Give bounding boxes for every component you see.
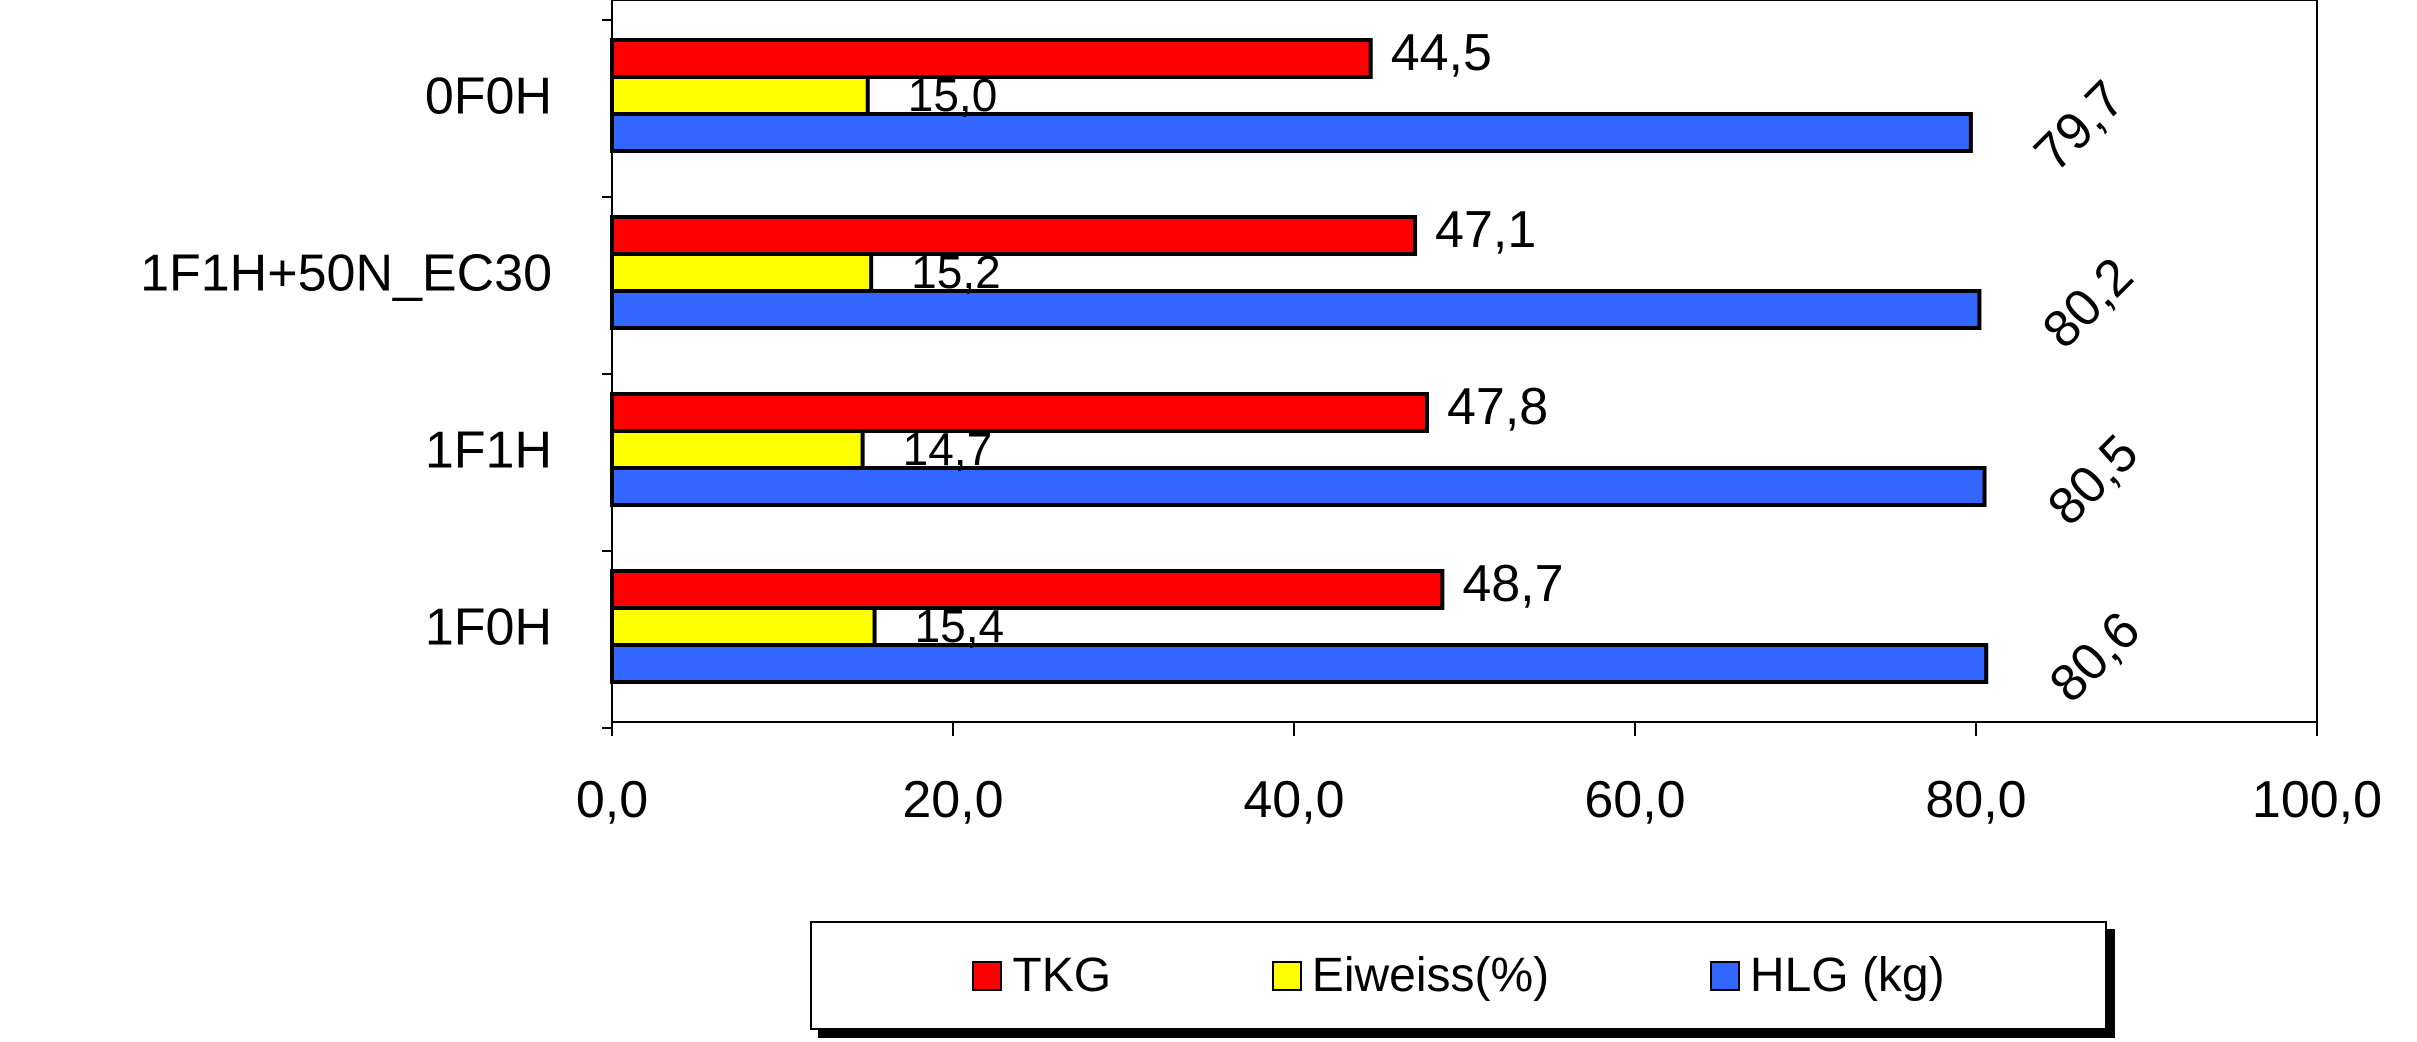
legend-label-hlg: HLG (kg): [1749, 949, 1945, 1002]
category-label: 1F1H: [425, 422, 552, 480]
data-label-eiweiss: 15,0: [908, 69, 998, 121]
category-label: 0F0H: [425, 68, 552, 126]
legend-swatch-hlg: [1709, 960, 1740, 991]
legend-item-hlg: HLG (kg): [1709, 948, 1945, 1003]
bar-tkg: [610, 38, 1373, 79]
bar-eiweiss: [610, 606, 877, 647]
legend-item-eiweiss: Eiweiss(%): [1271, 948, 1550, 1003]
legend-label-eiweiss: Eiweiss(%): [1311, 949, 1550, 1002]
bar-tkg: [610, 215, 1418, 256]
data-label-tkg: 44,5: [1391, 24, 1492, 82]
bar-tkg: [610, 569, 1445, 610]
bar-hlg: [610, 112, 1973, 153]
x-tick-label: 100,0: [2252, 771, 2382, 829]
data-label-eiweiss: 15,2: [911, 246, 1001, 298]
category-label: 1F1H+50N_EC30: [140, 245, 552, 303]
legend-item-tkg: TKG: [972, 948, 1111, 1003]
x-tick-label: 0,0: [576, 771, 648, 829]
legend-label-tkg: TKG: [1012, 949, 1112, 1002]
legend-swatch-tkg: [972, 960, 1003, 991]
bar-eiweiss: [610, 252, 874, 293]
x-tick-label: 20,0: [902, 771, 1003, 829]
category-label: 1F0H: [425, 599, 552, 657]
x-tick-label: 40,0: [1243, 771, 1344, 829]
data-label-eiweiss: 14,7: [903, 423, 993, 475]
bar-eiweiss: [610, 75, 870, 116]
bar-eiweiss: [610, 429, 865, 470]
bars-group: [610, 38, 1989, 684]
data-label-tkg: 48,7: [1462, 555, 1563, 613]
bar-hlg: [610, 289, 1982, 330]
bar-tkg: [610, 392, 1429, 433]
data-label-eiweiss: 15,4: [915, 600, 1005, 652]
bar-hlg: [610, 643, 1989, 684]
data-label-tkg: 47,8: [1447, 378, 1548, 436]
data-label-tkg: 47,1: [1435, 201, 1536, 259]
axes-group: 0,0 20,0 40,0 60,0 80,0 100,0: [576, 19, 2382, 829]
bar-hlg: [610, 466, 1987, 507]
legend-swatch-eiweiss: [1271, 960, 1302, 991]
x-tick-label: 80,0: [1925, 771, 2026, 829]
legend: TKG Eiweiss(%) HLG (kg): [810, 921, 2107, 1030]
x-tick-label: 60,0: [1584, 771, 1685, 829]
